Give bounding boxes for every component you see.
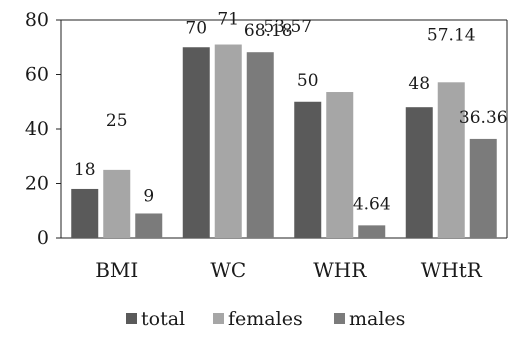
bar-total-whtr — [405, 107, 433, 238]
legend-label-females: females — [228, 308, 303, 330]
legend-label-males: males — [349, 308, 405, 330]
y-tick-label: 20 — [25, 173, 49, 195]
data-label: 50 — [297, 71, 319, 91]
bar-females-whtr — [437, 82, 465, 238]
data-label: 36.36 — [459, 108, 508, 128]
data-label: 18 — [74, 160, 96, 180]
category-label: WC — [210, 258, 246, 282]
legend-swatch-females — [213, 313, 224, 324]
legend-swatch-males — [334, 313, 345, 324]
data-label: 9 — [143, 186, 154, 206]
bar-males-bmi — [135, 213, 163, 238]
category-label: WHR — [313, 258, 367, 282]
y-tick-label: 0 — [37, 227, 49, 249]
bar-females-whr — [326, 92, 354, 238]
bar-males-wc — [246, 52, 274, 238]
data-label: 71 — [217, 10, 239, 30]
data-label: 57.14 — [427, 25, 476, 45]
data-label: 25 — [106, 111, 128, 131]
bar-males-whr — [358, 225, 386, 238]
category-label: BMI — [95, 258, 138, 282]
data-label: 48 — [408, 74, 430, 94]
y-tick-label: 80 — [25, 9, 49, 31]
legend: total females males — [126, 308, 405, 330]
category-label: WHtR — [421, 258, 483, 282]
data-label: 53.57 — [263, 17, 312, 37]
data-label: 70 — [185, 18, 207, 38]
legend-label-total: total — [141, 308, 185, 330]
bar-total-wc — [182, 47, 210, 238]
bar-females-bmi — [103, 169, 131, 238]
legend-swatch-total — [126, 313, 137, 324]
y-tick-label: 60 — [25, 64, 49, 86]
bars-group — [71, 44, 497, 239]
y-tick-label: 40 — [25, 118, 49, 140]
category-labels-group: BMI WC WHR WHtR — [95, 258, 483, 282]
bar-males-whtr — [469, 138, 497, 238]
bar-total-whr — [294, 101, 322, 238]
data-label: 68.18 — [244, 21, 293, 41]
data-label: 4.64 — [353, 194, 391, 214]
bar-total-bmi — [71, 188, 99, 238]
bar-females-wc — [214, 44, 242, 239]
y-axis-ticks: 0 20 40 60 80 — [25, 9, 61, 249]
